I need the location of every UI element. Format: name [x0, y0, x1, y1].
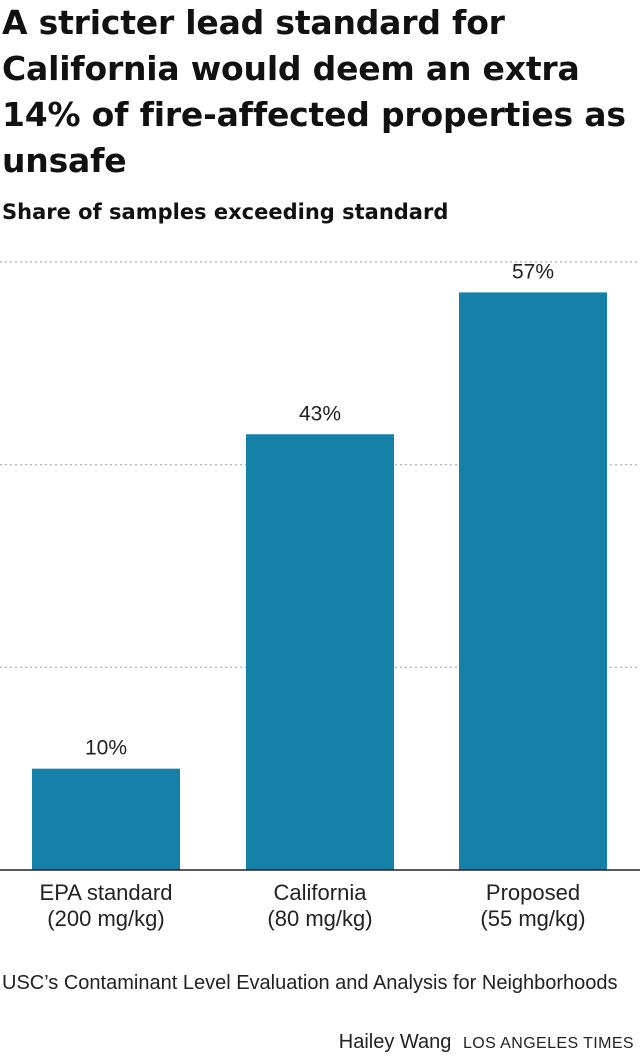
credit-line: Hailey Wang LOS ANGELES TIMES — [339, 1028, 634, 1058]
value-label-1: 10% — [85, 737, 127, 760]
byline: Hailey Wang — [338, 1031, 452, 1053]
bar-2 — [246, 434, 394, 870]
category-label-2-line-2: (80 mg/kg) — [267, 906, 372, 931]
chart-title: A stricter lead standard for California … — [2, 3, 626, 180]
bar-1 — [32, 768, 180, 870]
category-label-2-line-1: California — [274, 880, 368, 905]
bar-3 — [459, 292, 607, 870]
category-label-1-line-1: EPA standard — [40, 880, 173, 905]
value-label-2: 43% — [299, 402, 341, 425]
chart-subtitle: Share of samples exceeding standard — [2, 200, 449, 224]
outlet-name: LOS ANGELES TIMES — [462, 1035, 634, 1052]
source-note: USC’s Contaminant Level Evaluation and A… — [2, 972, 618, 994]
category-label-3-line-2: (55 mg/kg) — [480, 906, 585, 931]
category-label-3-line-1: Proposed — [486, 880, 580, 905]
value-label-3: 57% — [512, 260, 554, 283]
category-label-1-line-2: (200 mg/kg) — [47, 906, 164, 931]
bar-chart: 10%EPA standard(200 mg/kg)43%California(… — [0, 260, 640, 931]
